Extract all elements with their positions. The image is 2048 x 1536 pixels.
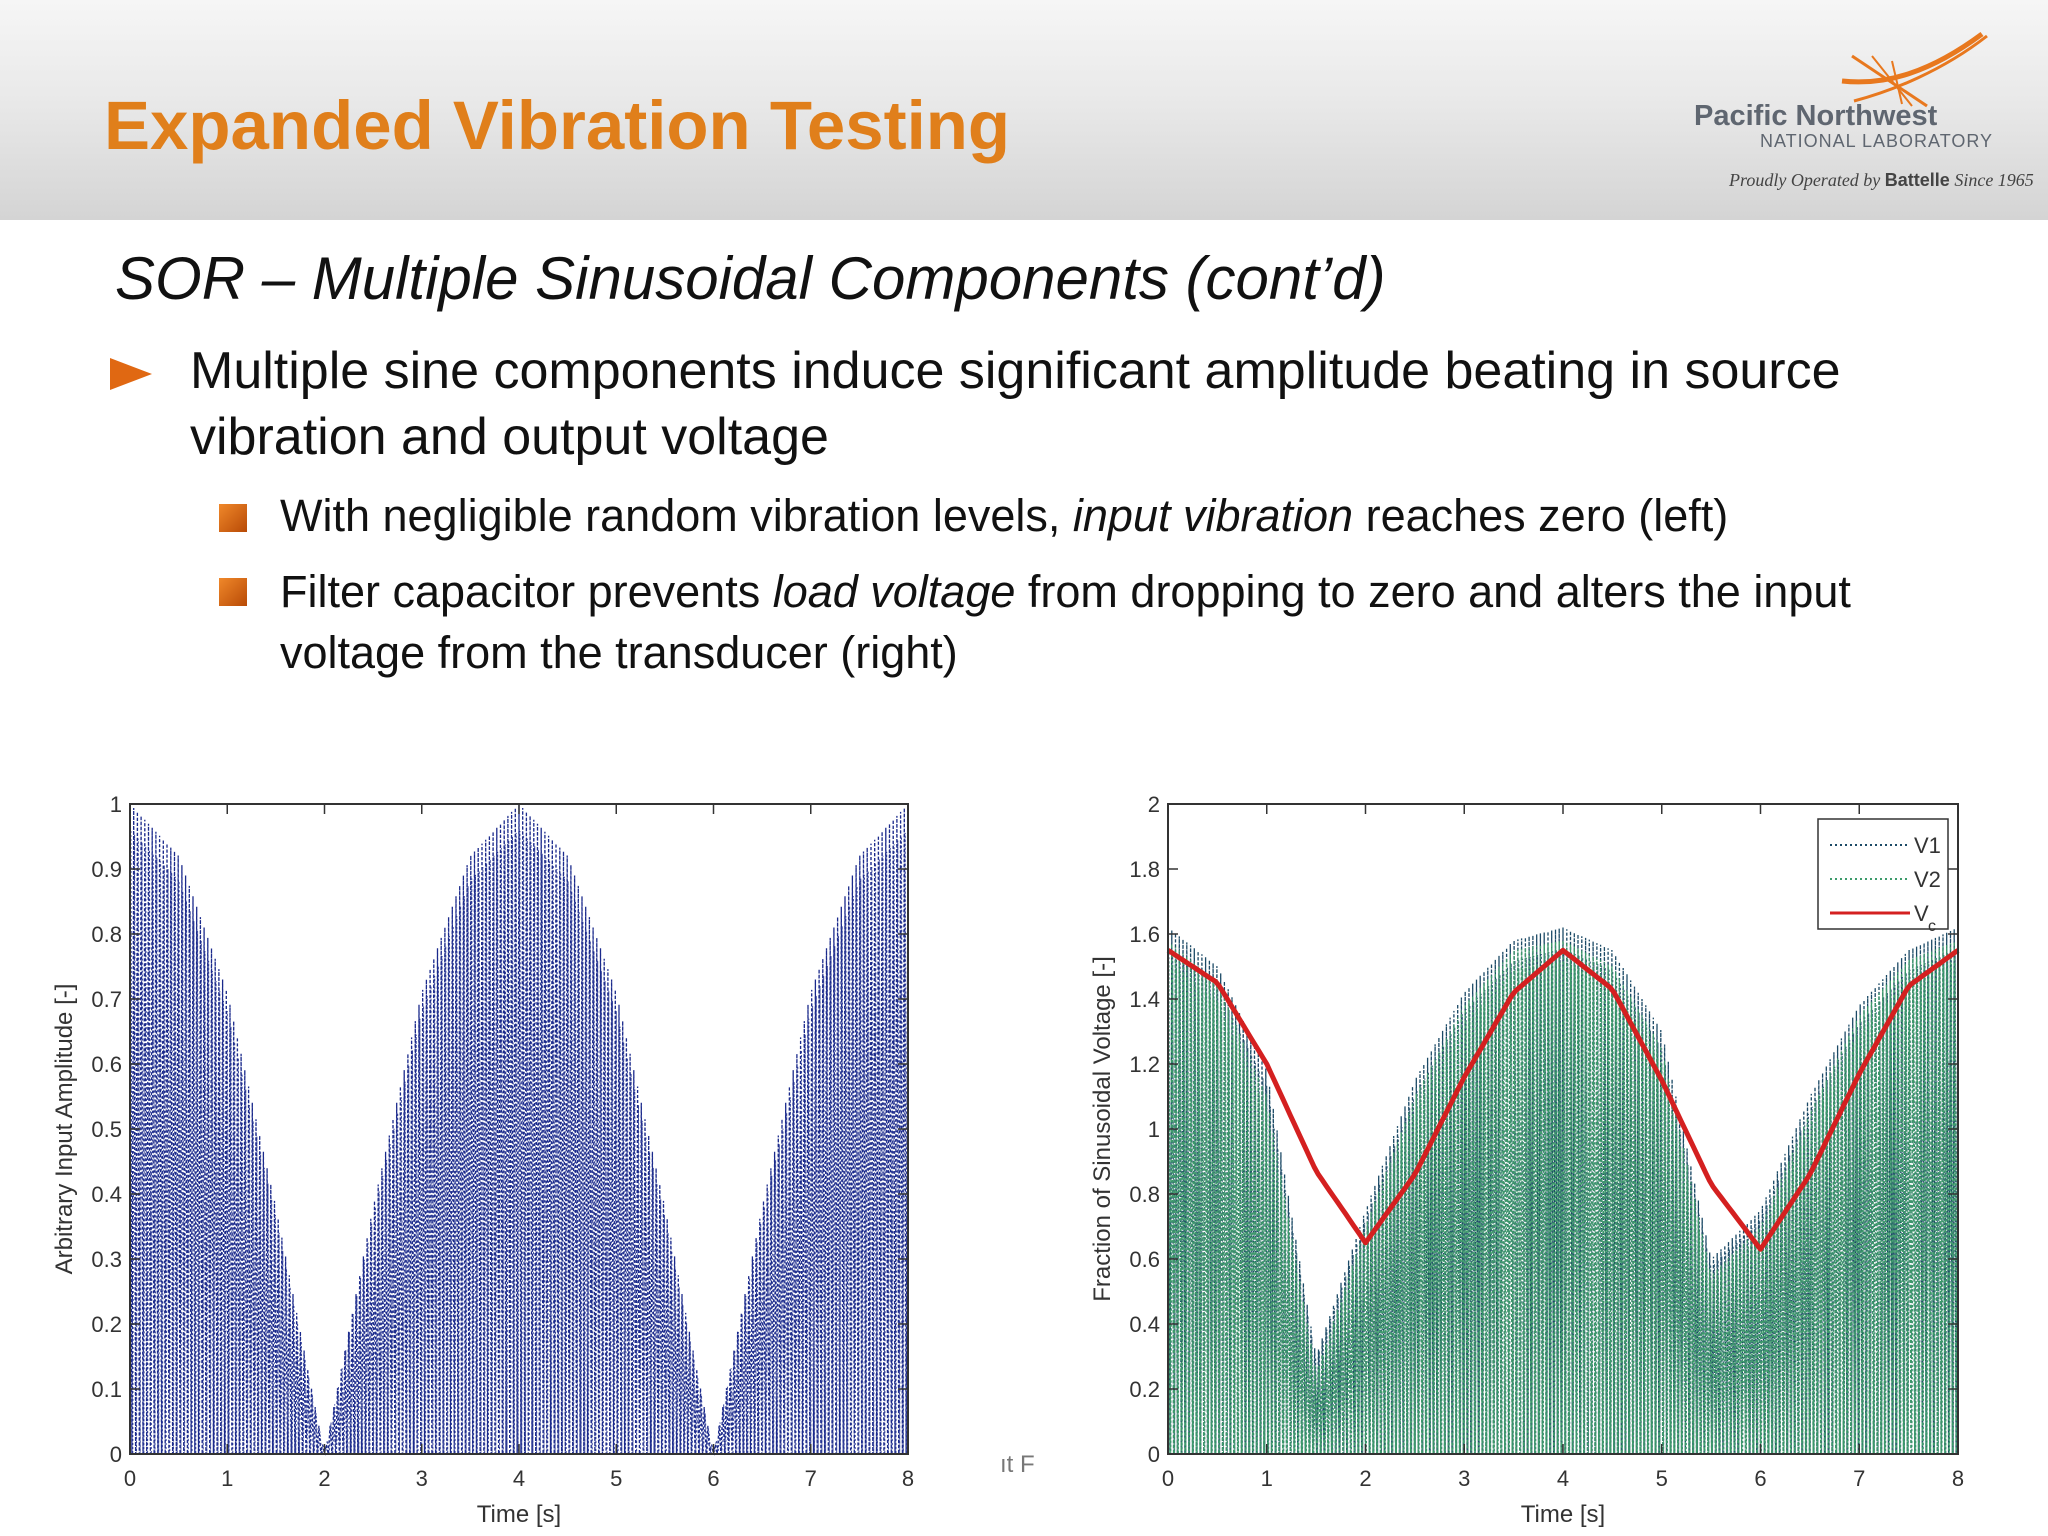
legend-label: V2 <box>1914 867 1941 892</box>
y-tick-label: 1.2 <box>1129 1052 1160 1077</box>
x-tick-label: 8 <box>1952 1466 1964 1491</box>
stray-text: ıt F <box>1000 1451 1035 1478</box>
x-tick-label: 3 <box>1458 1466 1470 1491</box>
x-tick-label: 1 <box>221 1466 233 1491</box>
x-tick-label: 0 <box>1162 1466 1174 1491</box>
x-axis-label: Time [s] <box>477 1501 561 1528</box>
bullet-main: Multiple sine components induce signific… <box>190 342 1841 466</box>
chart-input-amplitude: 0 1 2 3 4 5 6 7 8 0 0.1 0.2 0.3 0.4 0.5 0.6 0.7 0.8 0.9 1 Ti… <box>51 792 914 1528</box>
x-tick-label: 5 <box>1656 1466 1668 1491</box>
slide-subtitle: SOR – Multiple Sinusoidal Components (co… <box>115 245 1386 312</box>
logo-name: Pacific Northwest <box>1694 100 1938 132</box>
chart-sinusoidal-voltage: 0 1 2 3 4 5 6 7 8 0 0.2 0.4 0.6 0.8 1 1.2 1.4 1.6 1.8 2 Time… <box>1089 792 1964 1528</box>
x-tick-label: 1 <box>1261 1466 1273 1491</box>
slide-title: Expanded Vibration Testing <box>104 87 1011 164</box>
y-tick-label: 1.6 <box>1129 922 1160 947</box>
series-line <box>1167 940 1959 1455</box>
series-line-fill <box>1168 948 1959 1455</box>
y-tick-label: 0.2 <box>91 1312 122 1337</box>
y-tick-label: 0.4 <box>91 1182 122 1207</box>
x-tick-label: 3 <box>416 1466 428 1491</box>
x-tick-label: 2 <box>1359 1466 1371 1491</box>
bullet-arrow-icon <box>110 358 152 390</box>
x-tick-label: 5 <box>610 1466 622 1491</box>
y-tick-label: 0.1 <box>91 1377 122 1402</box>
y-tick-label: 0 <box>110 1442 122 1467</box>
y-tick-label: 0.6 <box>1129 1247 1160 1272</box>
chart-legend: V1 V2 Vc <box>1817 818 1949 935</box>
x-tick-label: 6 <box>707 1466 719 1491</box>
bullet-square-icon <box>219 578 247 606</box>
y-tick-label: 1.8 <box>1129 857 1160 882</box>
y-tick-label: 0.2 <box>1129 1377 1160 1402</box>
bullet-sub-2-pre: Filter capacitor prevents <box>280 566 773 617</box>
series-v1 <box>1167 927 1959 1455</box>
y-tick-label: 0.4 <box>1129 1312 1160 1337</box>
y-axis-label: Arbitrary Input Amplitude [-] <box>51 984 78 1275</box>
y-tick-label: 0.5 <box>91 1117 122 1142</box>
y-tick-label: 0 <box>1148 1442 1160 1467</box>
x-tick-label: 2 <box>318 1466 330 1491</box>
y-tick-label: 0.7 <box>91 987 122 1012</box>
legend-label: V1 <box>1914 833 1941 858</box>
legend-box <box>1817 818 1949 930</box>
series-v-line <box>1166 947 1960 1252</box>
y-tick-label: 0.6 <box>91 1052 122 1077</box>
x-tick-label: 7 <box>1853 1466 1865 1491</box>
logo-subtitle: NATIONAL LABORATORY <box>1760 131 1994 151</box>
logo-tag-brand: Battelle <box>1884 170 1950 190</box>
x-tick-label: 7 <box>805 1466 817 1491</box>
series-v2 <box>1167 940 1959 1455</box>
x-tick-label: 6 <box>1754 1466 1766 1491</box>
bullet-sub-1-emphasis: input vibration <box>1072 490 1354 541</box>
y-axis-label: Fraction of Sinusoidal Voltage [-] <box>1089 956 1116 1302</box>
y-tick-label: 0.9 <box>91 857 122 882</box>
bullet-square-icon <box>219 504 247 532</box>
bullet-sub-1-post: reaches zero (left) <box>1353 490 1729 541</box>
y-tick-label: 0.8 <box>1129 1182 1160 1207</box>
logo-tag-prefix: Proudly Operated by <box>1729 170 1885 190</box>
legend-label: V <box>1914 901 1929 926</box>
series-line-fill <box>130 829 909 1456</box>
x-tick-label: 8 <box>902 1466 914 1491</box>
y-tick-label: 1.4 <box>1129 987 1160 1012</box>
series-line <box>1167 927 1959 1455</box>
y-tick-label: 0.8 <box>91 922 122 947</box>
pnnl-logo-icon <box>1841 31 1988 108</box>
y-tick-label: 1 <box>110 792 122 817</box>
x-tick-label: 4 <box>513 1466 525 1491</box>
x-tick-label: 4 <box>1557 1466 1569 1491</box>
bullet-sub-2: Filter capacitor prevents load voltage f… <box>280 561 1980 683</box>
x-axis-label: Time [s] <box>1521 1501 1605 1528</box>
x-tick-label: 0 <box>124 1466 136 1491</box>
header-band <box>0 0 2048 220</box>
bullet-sub-2-post: from dropping to zero and alters the inp… <box>280 566 1851 678</box>
legend-label-subscript: c <box>1928 918 1936 935</box>
y-tick-label: 1 <box>1148 1117 1160 1142</box>
bullet-sub-2-emphasis: load voltage <box>772 566 1016 617</box>
logo-tagline: Proudly Operated by Battelle Since 1965 <box>1729 170 2034 191</box>
y-tick-label: 2 <box>1148 792 1160 817</box>
bullet-sub-1-pre: With negligible random vibration levels, <box>280 490 1073 541</box>
logo-tag-suffix: Since 1965 <box>1949 170 2034 190</box>
bullet-sub-1: With negligible random vibration levels,… <box>280 487 2020 545</box>
y-tick-label: 0.3 <box>91 1247 122 1272</box>
series-line-fill <box>1168 960 1959 1455</box>
